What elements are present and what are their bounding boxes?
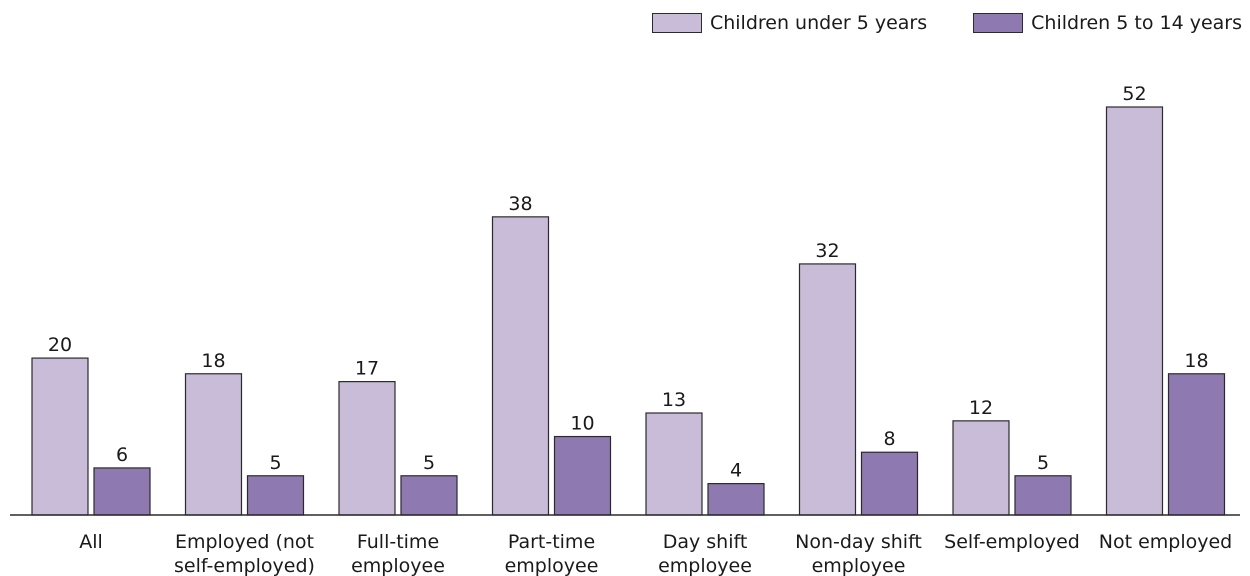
category-label-5: Non-day shift employee [795,531,922,576]
value-label-under-5-3: 38 [508,193,532,215]
legend-item-5-to-14: Children 5 to 14 years [973,12,1242,34]
legend-item-under-5: Children under 5 years [651,12,928,34]
bar-under-5-4 [645,412,703,516]
bar-5-to-14-0 [93,467,151,516]
category-label-4: Day shift employee [658,531,752,576]
category-label-7: Not employed [1099,531,1232,553]
bar-5-to-14-7 [1167,373,1226,516]
bars-group [31,106,1226,516]
bar-under-5-6 [952,420,1010,516]
bar-under-5-7 [1105,106,1164,516]
value-label-5-to-14-3: 10 [570,413,594,435]
category-label-1: Employed (not self-employed) [174,531,315,576]
legend-swatch-5-to-14 [973,13,1024,33]
value-label-5-to-14-4: 4 [730,460,742,482]
bar-under-5-0 [31,357,89,516]
legend-swatch-under-5 [651,13,702,33]
category-label-0: All [79,531,103,553]
bar-under-5-2 [338,381,396,516]
value-label-5-to-14-6: 5 [1037,452,1049,474]
value-label-under-5-5: 32 [815,240,839,262]
value-label-under-5-6: 12 [969,397,993,419]
value-label-under-5-4: 13 [662,389,686,411]
value-label-5-to-14-0: 6 [116,444,128,466]
bar-5-to-14-4 [707,483,765,516]
bar-5-to-14-5 [860,451,919,516]
category-label-6: Self-employed [944,531,1080,553]
bar-5-to-14-3 [553,435,612,516]
category-label-3: Part-time employee [505,531,599,576]
bar-5-to-14-1 [246,475,305,516]
category-label-2: Full-time employee [351,531,445,576]
value-label-5-to-14-7: 18 [1184,350,1208,372]
value-label-5-to-14-2: 5 [423,452,435,474]
labels-group: 20 6 All 18 5 Employed (not self-employed) 17 5 F… [48,83,1232,576]
bar-5-to-14-2 [400,475,458,516]
value-label-under-5-1: 18 [201,350,225,372]
bar-under-5-3 [491,216,550,516]
value-label-under-5-7: 52 [1122,83,1146,105]
bar-under-5-1 [184,373,243,516]
value-label-5-to-14-1: 5 [269,452,281,474]
value-label-under-5-2: 17 [355,358,379,380]
legend: Children under 5 years Children 5 to 14 … [606,12,1242,34]
value-label-under-5-0: 20 [48,334,72,356]
value-label-5-to-14-5: 8 [883,428,895,450]
legend-label-under-5: Children under 5 years [709,12,928,34]
legend-label-5-to-14: Children 5 to 14 years [1031,12,1242,34]
bar-5-to-14-6 [1014,475,1072,516]
bar-under-5-5 [798,263,857,516]
